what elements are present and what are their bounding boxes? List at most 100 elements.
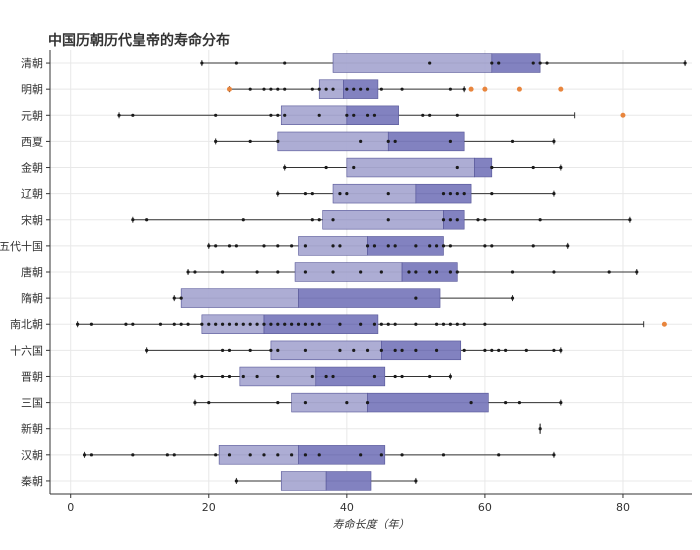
data-point-宋朝 xyxy=(476,218,480,222)
data-point-唐朝 xyxy=(255,270,259,274)
data-point-元朝 xyxy=(276,113,280,117)
data-point-汉朝 xyxy=(400,453,404,457)
data-point-十六国 xyxy=(462,348,466,352)
data-point-南北朝 xyxy=(483,322,487,326)
data-point-五代十国 xyxy=(338,244,342,248)
data-point-汉朝 xyxy=(227,453,232,457)
outlier-point-明朝 xyxy=(516,86,522,92)
outlier-point-元朝 xyxy=(620,112,626,118)
data-point-汉朝 xyxy=(290,453,294,457)
data-point-十六国 xyxy=(303,348,308,352)
data-point-隋朝 xyxy=(414,296,418,300)
data-point-十六国 xyxy=(227,348,232,352)
x-tick-label: 40 xyxy=(340,501,354,514)
data-point-南北朝 xyxy=(372,322,377,326)
data-point-唐朝 xyxy=(448,270,452,274)
data-point-元朝 xyxy=(428,113,432,117)
box-lower-十六国 xyxy=(270,340,382,361)
box-lower-秦朝 xyxy=(280,471,327,491)
data-point-明朝 xyxy=(400,87,404,91)
data-point-隋朝 xyxy=(172,296,176,300)
data-point-西夏 xyxy=(214,139,218,144)
data-point-汉朝 xyxy=(165,453,169,457)
y-tick-label: 汉朝 xyxy=(21,449,43,462)
data-point-五代十国 xyxy=(365,244,370,248)
x-axis-label: 寿命长度（年） xyxy=(333,518,410,531)
data-point-清朝 xyxy=(497,61,501,65)
data-point-金朝 xyxy=(324,165,328,170)
data-point-晋朝 xyxy=(310,374,314,379)
data-point-西夏 xyxy=(248,139,252,144)
data-point-唐朝 xyxy=(276,270,280,274)
data-point-明朝 xyxy=(283,87,287,91)
y-tick-label: 金朝 xyxy=(21,161,43,175)
data-point-十六国 xyxy=(434,348,439,352)
data-point-汉朝 xyxy=(303,453,308,457)
data-point-元朝 xyxy=(214,113,218,117)
data-point-宋朝 xyxy=(145,218,149,222)
data-point-南北朝 xyxy=(379,322,383,326)
data-point-五代十国 xyxy=(227,244,232,248)
data-point-南北朝 xyxy=(269,322,273,326)
data-point-唐朝 xyxy=(428,270,432,274)
data-point-汉朝 xyxy=(248,453,252,457)
data-point-辽朝 xyxy=(441,192,446,196)
data-point-南北朝 xyxy=(234,322,238,326)
box-upper-汉朝 xyxy=(298,445,386,465)
data-point-十六国 xyxy=(379,348,383,352)
data-point-辽朝 xyxy=(552,192,556,196)
data-point-西夏 xyxy=(448,139,452,144)
data-point-辽朝 xyxy=(386,192,390,196)
data-point-汉朝 xyxy=(262,453,266,457)
data-point-唐朝 xyxy=(193,270,197,274)
data-point-清朝 xyxy=(283,61,287,65)
box-upper-隋朝 xyxy=(298,288,441,308)
data-point-五代十国 xyxy=(414,244,418,248)
data-point-南北朝 xyxy=(303,322,308,326)
data-point-晋朝 xyxy=(227,374,232,379)
data-point-南北朝 xyxy=(158,322,163,326)
data-point-明朝 xyxy=(352,87,356,91)
data-point-辽朝 xyxy=(462,192,466,196)
data-point-汉朝 xyxy=(317,453,321,457)
box-lower-三国 xyxy=(291,392,368,413)
data-point-明朝 xyxy=(248,87,252,91)
y-tick-label: 十六国 xyxy=(10,343,43,357)
box-lower-隋朝 xyxy=(180,288,299,308)
y-tick-label: 三国 xyxy=(21,397,43,410)
data-point-晋朝 xyxy=(276,374,280,379)
data-point-明朝 xyxy=(269,87,273,91)
data-point-汉朝 xyxy=(172,453,176,457)
data-point-南北朝 xyxy=(186,322,190,326)
data-point-五代十国 xyxy=(262,244,266,248)
y-tick-label: 西夏 xyxy=(21,135,43,148)
data-point-元朝 xyxy=(455,113,459,117)
y-tick-label: 宋朝 xyxy=(21,213,43,227)
data-point-金朝 xyxy=(352,165,356,170)
data-point-五代十国 xyxy=(372,244,377,248)
data-point-南北朝 xyxy=(441,322,446,326)
data-point-晋朝 xyxy=(428,374,432,379)
data-point-五代十国 xyxy=(393,244,397,248)
data-point-宋朝 xyxy=(317,218,321,222)
data-point-南北朝 xyxy=(386,322,390,326)
box-upper-西夏 xyxy=(387,131,465,152)
y-tick-label: 元朝 xyxy=(21,109,43,122)
data-point-十六国 xyxy=(504,348,508,352)
data-point-西夏 xyxy=(510,139,515,144)
data-point-十六国 xyxy=(269,348,273,352)
data-point-南北朝 xyxy=(290,322,294,326)
data-point-宋朝 xyxy=(241,218,245,222)
data-point-五代十国 xyxy=(290,244,294,248)
data-point-唐朝 xyxy=(331,270,335,274)
data-point-西夏 xyxy=(386,139,390,144)
data-point-辽朝 xyxy=(276,192,280,196)
outlier-point-明朝 xyxy=(468,86,474,92)
data-point-明朝 xyxy=(276,87,280,91)
data-point-南北朝 xyxy=(220,322,225,326)
data-point-晋朝 xyxy=(324,374,328,379)
data-point-元朝 xyxy=(317,113,321,117)
data-point-三国 xyxy=(365,400,370,405)
data-point-宋朝 xyxy=(310,218,314,222)
data-point-唐朝 xyxy=(186,270,190,274)
